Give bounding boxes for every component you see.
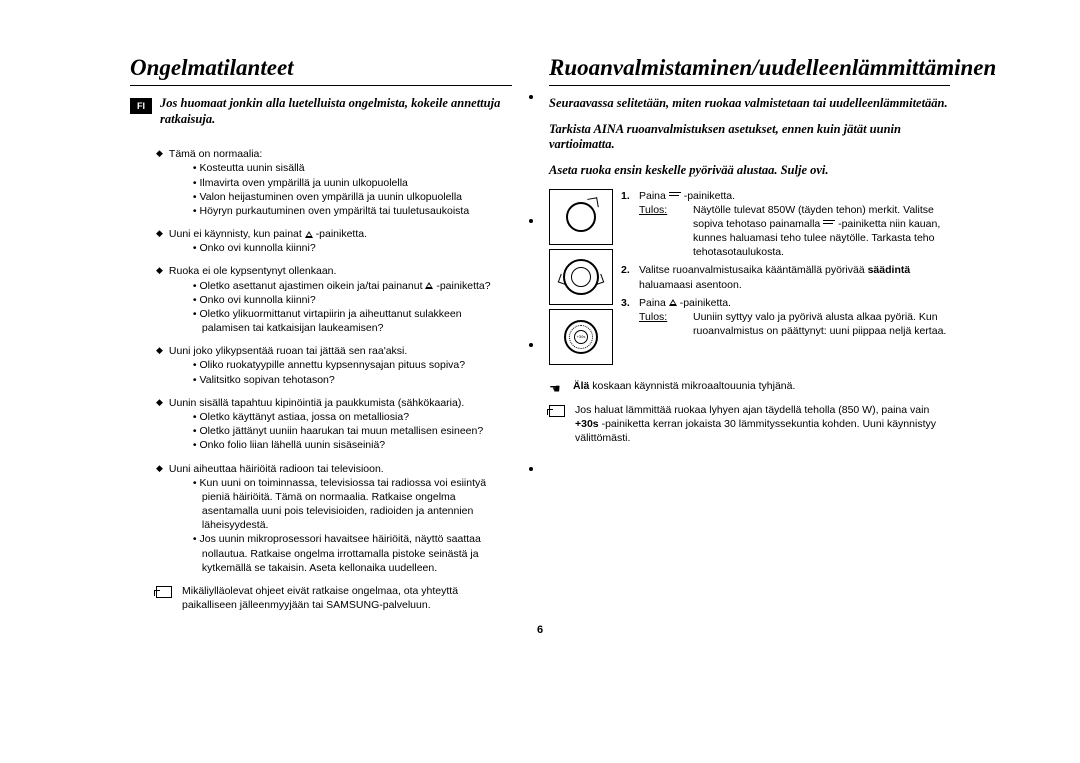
trouble-block: ◆ Uuni joko ylikypsentää ruoan tai jättä… — [130, 344, 512, 387]
left-title: Ongelmatilanteet — [130, 55, 512, 86]
language-badge: FI — [130, 98, 152, 114]
pointing-hand-icon: ☚ — [549, 380, 563, 398]
block-head: Ruoka ei ole kypsentynyt ollenkaan. — [169, 264, 512, 278]
step-row: 3. Paina -painiketta. Tulos: Uuniin sytt… — [621, 296, 950, 339]
right-title: Ruoanvalmistaminen/uudelleenlämmittämine… — [549, 55, 950, 86]
step-number: 3. — [621, 296, 633, 339]
step-body: Valitse ruoanvalmistusaika kääntämällä p… — [639, 263, 950, 291]
start-icon — [425, 282, 433, 289]
step-body: Paina -painiketta. Tulos: Näytölle tulev… — [639, 189, 950, 260]
steps-text-column: 1. Paina -painiketta. Tulos: Näytölle tu… — [621, 189, 950, 365]
block-items: Oliko ruokatyypille annettu kypsennysaja… — [169, 358, 512, 386]
block-head: Uuni aiheuttaa häiriöitä radioon tai tel… — [169, 462, 512, 476]
right-column: Ruoanvalmistaminen/uudelleenlämmittämine… — [549, 55, 950, 612]
step-row: 1. Paina -painiketta. Tulos: Näytölle tu… — [621, 189, 950, 260]
block-items: Kun uuni on toiminnassa, televisiossa ta… — [169, 476, 512, 575]
footnote-text: Mikäliylläolevat ohjeet eivät ratkaise o… — [182, 584, 512, 612]
separator-dot — [529, 219, 533, 223]
diamond-bullet: ◆ — [156, 462, 163, 476]
start-icon — [669, 299, 677, 306]
warning-text: Älä koskaan käynnistä mikroaaltouunia ty… — [573, 379, 795, 393]
steps-container: +30s 1. Paina -painiketta. Tulos: — [549, 189, 950, 365]
power-dial-icon — [566, 202, 596, 232]
dial-icon-box — [549, 249, 613, 305]
result-label: Tulos: — [639, 203, 687, 260]
list-item: Ilmavirta oven ympärillä ja uunin ulkopu… — [202, 176, 512, 190]
list-item: Valon heijastuminen oven ympärillä ja uu… — [202, 190, 512, 204]
list-item: Jos uunin mikroprosessori havaitsee häir… — [202, 532, 512, 575]
list-item: Höyryn purkautuminen oven ympäriltä tai … — [202, 204, 512, 218]
list-item: Kosteutta uunin sisällä — [202, 161, 512, 175]
step-row: 2. Valitse ruoanvalmistusaika kääntämäll… — [621, 263, 950, 291]
diamond-bullet: ◆ — [156, 227, 163, 241]
block-items: Onko ovi kunnolla kiinni? — [169, 241, 512, 255]
diamond-bullet: ◆ — [156, 147, 163, 161]
list-item: Onko folio liian lähellä uunin sisäseini… — [202, 438, 512, 452]
warning-row: ☚ Älä koskaan käynnistä mikroaaltouunia … — [549, 379, 950, 398]
right-para3: Aseta ruoka ensin keskelle pyörivää alus… — [549, 163, 950, 179]
diamond-bullet: ◆ — [156, 396, 163, 410]
list-item: Oletko asettanut ajastimen oikein ja/tai… — [202, 279, 512, 293]
start-icon — [305, 231, 313, 238]
list-item: Oletko jättänyt uuniin haarukan tai muun… — [202, 424, 512, 438]
left-column: Ongelmatilanteet FI Jos huomaat jonkin a… — [130, 55, 512, 612]
trouble-block: ◆ Uuni ei käynnisty, kun painat -painike… — [130, 227, 512, 255]
result-row: Tulos: Uuniin syttyy valo ja pyörivä alu… — [639, 310, 950, 338]
diamond-bullet: ◆ — [156, 344, 163, 358]
step-body: Paina -painiketta. Tulos: Uuniin syttyy … — [639, 296, 950, 339]
step-number: 2. — [621, 263, 633, 291]
list-item: Oletko ylikuormittanut virtapiirin ja ai… — [202, 307, 512, 335]
list-item: Oliko ruokatyypille annettu kypsennysaja… — [202, 358, 512, 372]
block-items: Oletko asettanut ajastimen oikein ja/tai… — [169, 279, 512, 336]
time-dial-icon — [563, 259, 599, 295]
block-head: Uuni joko ylikypsentää ruoan tai jättää … — [169, 344, 512, 358]
dial-icon-box — [549, 189, 613, 245]
list-item: Oletko käyttänyt astiaa, jossa on metall… — [202, 410, 512, 424]
tip-row: Jos haluat lämmittää ruokaa lyhyen ajan … — [549, 403, 950, 446]
list-item: Kun uuni on toiminnassa, televisiossa ta… — [202, 476, 512, 533]
separator-dot — [529, 95, 533, 99]
two-column-layout: Ongelmatilanteet FI Jos huomaat jonkin a… — [130, 55, 950, 612]
note-icon — [156, 586, 172, 598]
microwave-icon — [669, 192, 681, 200]
left-intro: Jos huomaat jonkin alla luetelluista ong… — [160, 96, 512, 127]
right-para1: Seuraavassa selitetään, miten ruokaa val… — [549, 96, 950, 112]
start-dial-icon: +30s — [564, 320, 598, 354]
result-row: Tulos: Näytölle tulevat 850W (täyden teh… — [639, 203, 950, 260]
manual-page: Ongelmatilanteet FI Jos huomaat jonkin a… — [130, 55, 950, 695]
trouble-block: ◆ Uuni aiheuttaa häiriöitä radioon tai t… — [130, 462, 512, 575]
list-item: Onko ovi kunnolla kiinni? — [202, 293, 512, 307]
result-text: Näytölle tulevat 850W (täyden tehon) mer… — [693, 203, 950, 260]
block-items: Oletko käyttänyt astiaa, jossa on metall… — [169, 410, 512, 453]
block-head: Uuni ei käynnisty, kun painat -painikett… — [169, 227, 512, 241]
block-head: Uunin sisällä tapahtuu kipinöintiä ja pa… — [169, 396, 512, 410]
block-items: Kosteutta uunin sisällä Ilmavirta oven y… — [169, 161, 512, 218]
result-text: Uuniin syttyy valo ja pyörivä alusta alk… — [693, 310, 950, 338]
page-number: 6 — [130, 624, 950, 636]
tip-text: Jos haluat lämmittää ruokaa lyhyen ajan … — [575, 403, 950, 446]
result-label: Tulos: — [639, 310, 687, 338]
trouble-block: ◆ Ruoka ei ole kypsentynyt ollenkaan. Ol… — [130, 264, 512, 335]
microwave-icon — [823, 220, 835, 228]
right-para2: Tarkista AINA ruoanvalmistuksen asetukse… — [549, 122, 950, 153]
step-number: 1. — [621, 189, 633, 260]
list-item: Onko ovi kunnolla kiinni? — [202, 241, 512, 255]
step-icons-column: +30s — [549, 189, 613, 365]
list-item: Valitsitko sopivan tehotason? — [202, 373, 512, 387]
footnote-row: Mikäliylläolevat ohjeet eivät ratkaise o… — [130, 584, 512, 612]
block-head: Tämä on normaalia: — [169, 147, 512, 161]
note-icon — [549, 405, 565, 417]
trouble-block: ◆ Uunin sisällä tapahtuu kipinöintiä ja … — [130, 396, 512, 453]
intro-row: FI Jos huomaat jonkin alla luetelluista … — [130, 96, 512, 137]
column-separator — [530, 55, 531, 612]
trouble-block: ◆ Tämä on normaalia: Kosteutta uunin sis… — [130, 147, 512, 218]
diamond-bullet: ◆ — [156, 264, 163, 278]
separator-dot — [529, 343, 533, 347]
dial-icon-box: +30s — [549, 309, 613, 365]
separator-dot — [529, 467, 533, 471]
